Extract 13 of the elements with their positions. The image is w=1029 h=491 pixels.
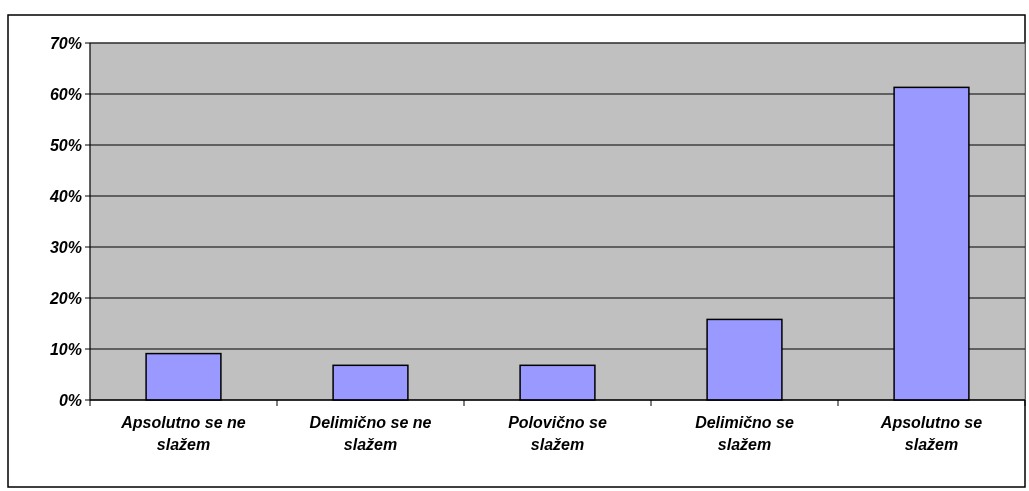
y-tick-label: 20% <box>48 289 82 307</box>
y-tick-label: 70% <box>49 34 82 52</box>
x-tick-label: Apsolutno se slažem <box>879 414 983 453</box>
x-tick-label: Delimično se ne slažem <box>309 414 432 453</box>
x-tick-label: Polovično se slažem <box>508 414 607 453</box>
y-tick-label: 0% <box>58 391 82 409</box>
x-tick-label: Apsolutno se ne slažem <box>120 414 246 453</box>
y-tick-label: 60% <box>49 85 82 103</box>
y-tick-label: 50% <box>49 136 82 154</box>
y-tick-label: 40% <box>48 187 82 205</box>
y-tick-label: 30% <box>49 238 82 256</box>
y-tick-label: 10% <box>49 340 82 358</box>
x-tick-label: Delimično se slažem <box>695 414 794 453</box>
